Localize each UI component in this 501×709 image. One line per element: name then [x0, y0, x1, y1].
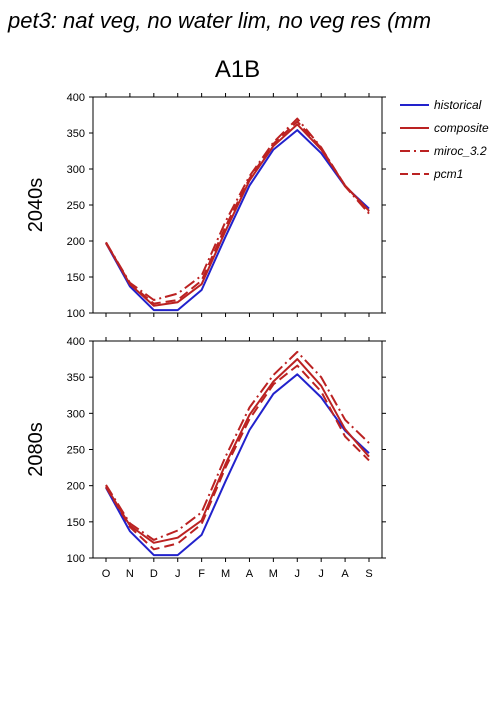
y-tick-label: 350	[67, 372, 85, 384]
legend: historical composite miroc_3.2 pcm1	[400, 98, 489, 181]
y-tick-label: 150	[67, 517, 85, 529]
y-tick-label: 200	[67, 236, 85, 248]
panel-2040s: 100 150 200 250 300 350 400 2040s	[25, 92, 386, 320]
x-tick-label: F	[198, 568, 205, 580]
y-tick-label: 300	[67, 164, 85, 176]
series-line-miroc-3-2	[105, 350, 370, 541]
panel-2080s: 100 150 200 250 300 350 400 O N D J F M A M J J A S 2080s	[25, 336, 386, 580]
panel-label: 2040s	[25, 178, 47, 233]
series-line-historical	[105, 129, 370, 312]
series-line-composite	[105, 123, 370, 307]
chart-title: A1B	[214, 56, 261, 83]
legend-entry: pcm1	[433, 167, 463, 181]
series-line-historical	[105, 373, 370, 557]
x-tick-label: A	[341, 568, 349, 580]
x-tick-label: J	[175, 568, 181, 580]
series-line-composite	[105, 358, 370, 544]
y-tick-label: 200	[67, 481, 85, 493]
y-tick-label: 250	[67, 200, 85, 212]
plot-frame	[92, 340, 383, 559]
y-tick-label: 250	[67, 445, 85, 457]
series-line-pcm1	[105, 364, 370, 551]
series-line-pcm1	[105, 120, 370, 305]
y-tick-label: 100	[67, 553, 85, 565]
x-tick-label: M	[269, 568, 278, 580]
x-tick-label: N	[126, 568, 134, 580]
y-tick-label: 300	[67, 408, 85, 420]
y-tick-label: 150	[67, 272, 85, 284]
y-tick-label: 400	[67, 336, 85, 348]
x-tick-label: A	[246, 568, 254, 580]
x-tick-label: S	[365, 568, 372, 580]
y-tick-label: 350	[67, 128, 85, 140]
legend-entry: miroc_3.2	[434, 144, 487, 158]
y-tick-label: 400	[67, 92, 85, 104]
x-tick-label: M	[221, 568, 230, 580]
legend-entry: historical	[434, 98, 482, 112]
x-tick-label: D	[150, 568, 158, 580]
y-tick-label: 100	[67, 308, 85, 320]
legend-entry: composite	[434, 121, 489, 135]
panel-label: 2080s	[25, 422, 47, 477]
page-title: pet3: nat veg, no water lim, no veg res …	[8, 8, 432, 33]
x-tick-label: J	[318, 568, 324, 580]
x-tick-label: O	[102, 568, 111, 580]
x-tick-label: J	[295, 568, 301, 580]
